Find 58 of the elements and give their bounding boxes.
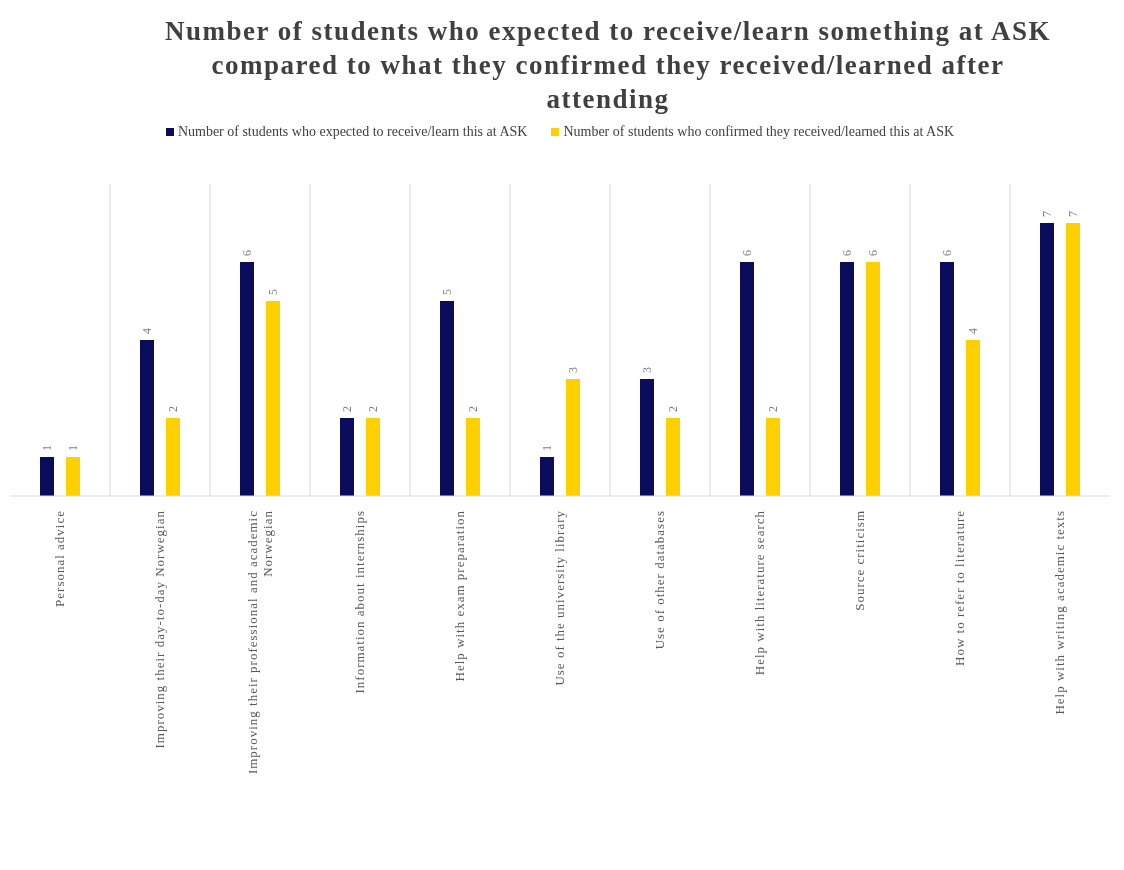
x-tick-label: Help with exam preparation (452, 510, 467, 682)
legend-label: Number of students who expected to receive/learn this at ASK (177, 124, 528, 140)
bar (1066, 223, 1080, 496)
data-label: 7 (1066, 211, 1080, 217)
x-tick-label: Help with writing academic texts (1052, 510, 1067, 715)
data-label: 6 (240, 250, 254, 256)
bar (866, 262, 880, 496)
data-label: 1 (540, 445, 554, 451)
bar (240, 262, 254, 496)
data-label: 1 (40, 445, 54, 451)
bar (540, 457, 554, 496)
bar (966, 340, 980, 496)
bar (466, 418, 480, 496)
data-label: 6 (740, 250, 754, 256)
data-label: 6 (840, 250, 854, 256)
bar (40, 457, 54, 496)
bar (666, 418, 680, 496)
data-label: 2 (666, 406, 680, 412)
bar (640, 379, 654, 496)
bar (266, 301, 280, 496)
bar (740, 262, 754, 496)
data-label: 5 (440, 289, 454, 295)
bar (840, 262, 854, 496)
bar (440, 301, 454, 496)
data-label: 5 (266, 289, 280, 295)
bar (766, 418, 780, 496)
data-label: 2 (366, 406, 380, 412)
x-tick-label: How to refer to literature (952, 510, 967, 666)
data-label: 2 (166, 406, 180, 412)
data-label: 4 (140, 328, 154, 334)
data-label: 3 (640, 367, 654, 373)
x-tick-label: Source criticism (852, 510, 867, 611)
data-label: 4 (966, 328, 980, 334)
x-tick-label: Improving their day-to-day Norwegian (152, 510, 167, 749)
x-tick-label: Help with literature search (752, 510, 767, 676)
data-label: 2 (766, 406, 780, 412)
bar (66, 457, 80, 496)
x-tick-label: Use of other databases (652, 510, 667, 650)
data-label: 7 (1040, 211, 1054, 217)
bar (340, 418, 354, 496)
data-label: 3 (566, 367, 580, 373)
x-tick-label: Use of the university library (552, 510, 567, 686)
x-tick-label: Information about internships (352, 510, 367, 694)
bar (1040, 223, 1054, 496)
data-label: 2 (466, 406, 480, 412)
bar (566, 379, 580, 496)
bar (166, 418, 180, 496)
legend-label: Number of students who confirmed they received/learned this at ASK (563, 124, 955, 140)
data-label: 2 (340, 406, 354, 412)
x-tick-label: Personal advice (52, 510, 67, 607)
bar (366, 418, 380, 496)
data-label: 1 (66, 445, 80, 451)
x-tick-label: Improving their professional and academic Norwegian (245, 510, 275, 775)
bar (940, 262, 954, 496)
data-label: 6 (940, 250, 954, 256)
chart-title: Number of students who expected to receive/learn something at ASK compared to what they confirmed they received/learned after attending (163, 15, 1053, 116)
data-label: 6 (866, 250, 880, 256)
bar (140, 340, 154, 496)
